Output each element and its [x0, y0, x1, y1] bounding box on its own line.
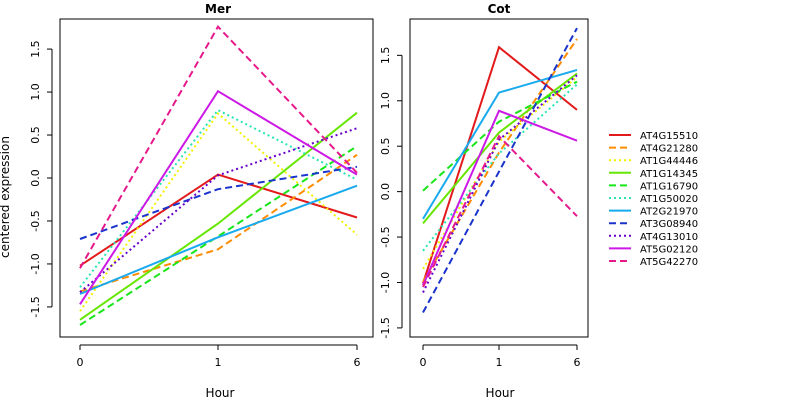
series-line-mer-at5g02120 [79, 89, 358, 305]
legend-label-at1g50020: AT1G50020 [640, 194, 698, 205]
y-tick-label-mer: 1.5 [29, 40, 42, 58]
y-tick-label-cot: -0.5 [379, 226, 392, 247]
series-line-cot-at5g02120 [422, 109, 578, 286]
legend-label-at3g08940: AT3G08940 [640, 219, 698, 230]
plot-frame-cot [409, 18, 589, 338]
series-line-cot-at1g16790 [422, 80, 578, 192]
series-line-mer-at2g21970 [79, 184, 358, 295]
plot-frame-mer [59, 18, 374, 338]
series-line-cot-at1g44446 [422, 76, 578, 270]
series-line-cot-at1g14345 [422, 72, 578, 225]
panel-cot: Cot -1.5 -1.0 -0.5 0.0 0.5 1.0 1.5 0 1 6 Hour [379, 2, 589, 400]
x-tick-label-cot: 6 [574, 356, 581, 369]
y-tick-label-mer: -0.5 [29, 210, 42, 231]
series-line-mer-at4g13010 [79, 127, 358, 294]
x-tick-label-cot: 0 [420, 356, 427, 369]
y-tick-label-cot: -1.0 [379, 272, 392, 293]
y-axis-title: centered expression [0, 136, 12, 258]
x-tick-label-mer: 6 [354, 356, 361, 369]
y-tick-label-mer: 0.0 [29, 169, 42, 187]
y-tick-label-mer: 1.0 [29, 83, 42, 101]
series-line-cot-at1g50020 [422, 83, 578, 252]
legend: AT4G15510AT4G21280AT1G44446AT1G14345AT1G… [609, 131, 698, 268]
y-tick-label-mer: 0.5 [29, 126, 42, 144]
y-tick-label-cot: 0.5 [379, 137, 392, 155]
legend-label-at1g16790: AT1G16790 [640, 181, 698, 192]
y-tick-label-cot: 1.0 [379, 92, 392, 110]
series-line-cot-at3g08940 [422, 27, 578, 313]
series-line-mer-at3g08940 [79, 165, 358, 240]
y-tick-label-mer: -1.0 [29, 253, 42, 274]
series-line-mer-at1g14345 [79, 111, 358, 321]
series-line-mer-at1g44446 [79, 112, 358, 312]
y-tick-label-cot: 0.0 [379, 183, 392, 201]
legend-label-at4g15510: AT4G15510 [640, 131, 698, 142]
legend-label-at4g21280: AT4G21280 [640, 144, 698, 155]
series-lines-mer [79, 25, 358, 326]
series-line-cot-at4g13010 [422, 74, 578, 293]
y-tick-label-cot: -1.5 [379, 317, 392, 338]
series-line-mer-at4g21280 [79, 153, 358, 293]
series-lines-cot [422, 27, 578, 313]
legend-label-at5g42270: AT5G42270 [640, 257, 698, 268]
legend-label-at1g14345: AT1G14345 [640, 169, 698, 180]
x-tick-label-mer: 0 [77, 356, 84, 369]
panel-mer: Mer -1.5 -1.0 -0.5 0.0 0.5 1.0 1.5 0 1 6 Hour cen… [0, 2, 374, 400]
x-tick-label-cot: 1 [496, 356, 503, 369]
axes-mer: -1.5 -1.0 -0.5 0.0 0.5 1.0 1.5 0 1 6 [29, 40, 361, 369]
series-line-cot-at5g42270 [422, 134, 578, 288]
x-axis-title-mer: Hour [206, 386, 235, 400]
series-line-cot-at4g15510 [422, 45, 578, 284]
legend-label-at2g21970: AT2G21970 [640, 207, 698, 218]
panel-title-cot: Cot [488, 2, 511, 16]
series-line-mer-at5g42270 [79, 25, 358, 269]
legend-label-at1g44446: AT1G44446 [640, 156, 698, 167]
legend-label-at5g02120: AT5G02120 [640, 244, 698, 255]
x-axis-title-cot: Hour [486, 386, 515, 400]
panel-title-mer: Mer [205, 2, 231, 16]
series-line-cot-at4g21280 [422, 38, 578, 283]
x-tick-label-mer: 1 [215, 356, 222, 369]
axes-cot: -1.5 -1.0 -0.5 0.0 0.5 1.0 1.5 0 1 6 [379, 47, 581, 369]
y-tick-label-cot: 1.5 [379, 47, 392, 65]
legend-label-at4g13010: AT4G13010 [640, 232, 698, 243]
y-tick-label-mer: -1.5 [29, 296, 42, 317]
